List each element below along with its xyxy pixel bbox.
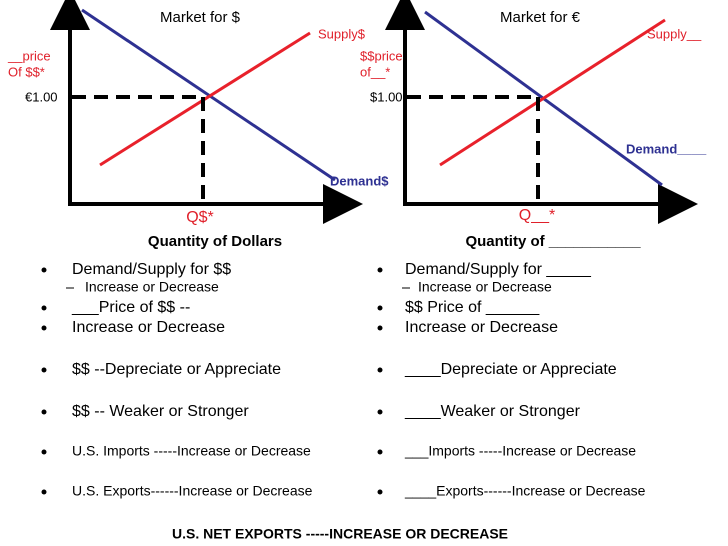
list-item: ____Exports------Increase or Decrease — [404, 483, 646, 499]
bullet — [41, 325, 47, 331]
supply-label: Supply$ — [318, 26, 366, 41]
supply-label: Supply__ — [647, 26, 702, 41]
demand-line — [81, 8, 336, 182]
bullet — [377, 489, 383, 495]
list-item: ____Weaker or Stronger — [404, 403, 581, 420]
list-item: $$ Price of ______ — [405, 299, 540, 316]
graph-title: Market for € — [500, 9, 581, 26]
price-label: Of $$* — [8, 64, 45, 79]
bullet — [41, 305, 47, 311]
list-item: U.S. Exports------Increase or Decrease — [72, 483, 313, 499]
sub-item: Increase or Decrease — [418, 279, 552, 295]
right-graph: Market for € Supply__ $$price of__* $1.0… — [360, 0, 707, 250]
price-label: $$price — [360, 48, 403, 63]
list-item: U.S. Imports -----Increase or Decrease — [72, 443, 311, 459]
list-item: Increase or Decrease — [405, 319, 558, 336]
graph-title: Market for $ — [160, 9, 241, 26]
list-item: Demand/Supply for _____ — [405, 261, 592, 278]
axis-title: Quantity of ___________ — [465, 233, 641, 250]
bullet — [377, 449, 383, 455]
footer: U.S. NET EXPORTS -----INCREASE OR DECREA… — [172, 526, 508, 542]
bullet — [41, 449, 47, 455]
list-item: Increase or Decrease — [72, 319, 225, 336]
bullet-lists: Demand/Supply for $$Increase or Decrease… — [41, 261, 646, 499]
bullet — [377, 305, 383, 311]
demand-label: Demand$ — [330, 173, 389, 188]
list-item: $$ -- Weaker or Stronger — [72, 403, 249, 420]
list-item: Demand/Supply for $$ — [72, 261, 231, 278]
quantity-label: Q$* — [186, 209, 214, 226]
bullet — [41, 409, 47, 415]
list-item: ___Price of $$ -- — [71, 299, 190, 316]
bullet — [377, 325, 383, 331]
list-item: ___Imports -----Increase or Decrease — [404, 443, 636, 459]
bullet — [41, 489, 47, 495]
sub-item: Increase or Decrease — [85, 279, 219, 295]
bullet — [41, 267, 47, 273]
list-item: ____Depreciate or Appreciate — [404, 361, 617, 378]
quantity-label: Q__* — [519, 207, 555, 224]
price-label: of__* — [360, 64, 390, 79]
price-value: $1.00 — [370, 89, 403, 104]
bullet — [41, 367, 47, 373]
bullet — [377, 409, 383, 415]
axis-title: Quantity of Dollars — [148, 233, 282, 250]
list-item: $$ --Depreciate or Appreciate — [72, 361, 281, 378]
demand-label: Demand____ — [626, 141, 707, 156]
price-label: __price — [7, 48, 51, 63]
supply-line — [439, 18, 666, 167]
bullet — [377, 367, 383, 373]
price-value: €1.00 — [25, 89, 58, 104]
bullet — [377, 267, 383, 273]
left-graph: Market for $ Supply$ __price Of $$* €1.0… — [7, 0, 389, 250]
